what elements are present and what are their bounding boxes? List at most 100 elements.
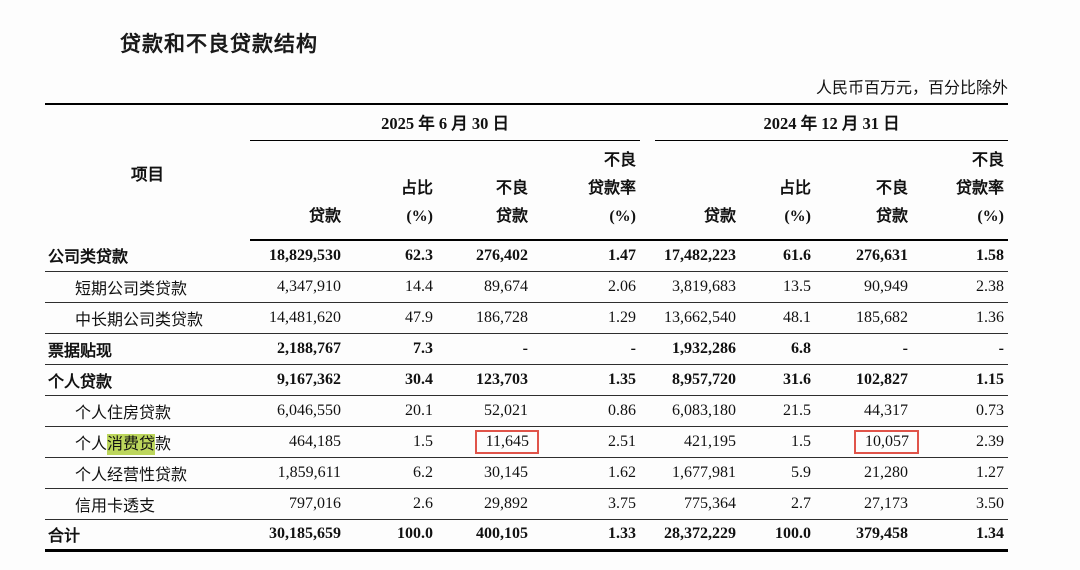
- value-cell: 13.5: [740, 271, 815, 303]
- table-row: 公司类贷款 18,829,530 62.3 276,402 1.47 17,482,223…: [45, 240, 1008, 272]
- period-header-2024-label: 2024 年 12 月 31 日: [655, 105, 1008, 141]
- row-label: 个人住房贷款: [45, 395, 250, 427]
- col-header-npl-2025: 不良 贷款: [437, 141, 532, 241]
- value-cell: 2.38: [912, 271, 1008, 303]
- value-cell: 5.9: [740, 457, 815, 489]
- row-label: 中长期公司类贷款: [45, 302, 250, 334]
- row-label: 合计: [45, 519, 250, 552]
- value-cell: 1.33: [532, 519, 640, 552]
- value-cell: 1.15: [912, 364, 1008, 396]
- value-cell: 797,016: [250, 488, 345, 520]
- value-cell: 17,482,223: [640, 240, 740, 272]
- col-header-share-2025: 占比 (%): [345, 141, 437, 241]
- value-cell: 1.62: [532, 457, 640, 489]
- value-cell: 1.27: [912, 457, 1008, 489]
- period-header-row: 项目 2025 年 6 月 30 日 2024 年 12 月 31 日: [45, 104, 1008, 184]
- value-cell: 1.34: [912, 519, 1008, 552]
- value-cell: 6,083,180: [640, 395, 740, 427]
- annotation-box: 10,057: [854, 429, 919, 454]
- row-label: 短期公司类贷款: [45, 271, 250, 303]
- value-cell: 100.0: [740, 519, 815, 552]
- value-cell: 29,892: [437, 488, 532, 520]
- value-cell: 3.75: [532, 488, 640, 520]
- value-cell: -: [437, 333, 532, 365]
- value-cell: 1.29: [532, 302, 640, 334]
- value-cell: 1.35: [532, 364, 640, 396]
- table-row: 票据贴现 2,188,767 7.3- -1,932,286 6.8- -: [45, 333, 1008, 365]
- value-cell: 2.51: [532, 426, 640, 458]
- value-cell: 1.58: [912, 240, 1008, 272]
- value-cell: 14,481,620: [250, 302, 345, 334]
- value-cell: 7.3: [345, 333, 437, 365]
- value-cell: 6.8: [740, 333, 815, 365]
- value-cell: 186,728: [437, 302, 532, 334]
- value-cell: 123,703: [437, 364, 532, 396]
- value-cell: 1,932,286: [640, 333, 740, 365]
- value-cell: 276,631: [815, 240, 912, 272]
- value-cell: 421,195: [640, 426, 740, 458]
- value-cell: 48.1: [740, 302, 815, 334]
- value-cell: 379,458: [815, 519, 912, 552]
- item-column-header: 项目: [131, 164, 164, 184]
- table-body: 公司类贷款 18,829,530 62.3 276,402 1.47 17,482,223…: [45, 240, 1008, 552]
- value-cell: -: [912, 333, 1008, 365]
- value-cell: 0.86: [532, 395, 640, 427]
- row-label: 信用卡透支: [45, 488, 250, 520]
- value-cell: 1.5: [740, 426, 815, 458]
- value-cell: 13,662,540: [640, 302, 740, 334]
- loan-structure-table: 项目 2025 年 6 月 30 日 2024 年 12 月 31 日 贷款 占…: [45, 103, 1008, 552]
- value-cell: 6,046,550: [250, 395, 345, 427]
- table-row: 信用卡透支 797,016 2.6 29,892 3.75 775,364 2.7 27,17…: [45, 488, 1008, 520]
- highlighted-text: 消费贷: [107, 433, 156, 455]
- table-row: 个人住房贷款 6,046,550 20.1 52,021 0.86 6,083,180 21…: [45, 395, 1008, 427]
- row-label: 票据贴现: [45, 333, 250, 365]
- value-cell: 185,682: [815, 302, 912, 334]
- table-header: 项目 2025 年 6 月 30 日 2024 年 12 月 31 日 贷款 占…: [45, 104, 1008, 241]
- col-header-loans-2025: 贷款: [250, 141, 345, 241]
- value-cell: 0.73: [912, 395, 1008, 427]
- value-cell: 9,167,362: [250, 364, 345, 396]
- value-cell: 775,364: [640, 488, 740, 520]
- value-cell: 2,188,767: [250, 333, 345, 365]
- value-cell: 20.1: [345, 395, 437, 427]
- value-cell: 8,957,720: [640, 364, 740, 396]
- column-header-row: 贷款 占比 (%) 不良 贷款 不良 贷款率 (%) 贷款 占比 (%) 不良 …: [45, 141, 1008, 241]
- value-cell: 4,347,910: [250, 271, 345, 303]
- table-row: 合计 30,185,659 100.0 400,105 1.33 28,372,229 10…: [45, 519, 1008, 552]
- value-cell: 2.06: [532, 271, 640, 303]
- col-header-loans-2024: 贷款: [640, 141, 740, 241]
- page-title: 贷款和不良贷款结构: [120, 33, 318, 56]
- value-cell: 1.36: [912, 302, 1008, 334]
- period-header-2024: 2024 年 12 月 31 日: [640, 104, 1008, 141]
- value-cell: 44,317: [815, 395, 912, 427]
- value-cell: 1,859,611: [250, 457, 345, 489]
- table-row: 短期公司类贷款 4,347,910 14.4 89,674 2.06 3,819,683 1…: [45, 271, 1008, 303]
- value-cell: 52,021: [437, 395, 532, 427]
- period-header-2025-label: 2025 年 6 月 30 日: [250, 105, 640, 141]
- value-cell: -: [815, 333, 912, 365]
- value-cell: 62.3: [345, 240, 437, 272]
- value-cell: 1.5: [345, 426, 437, 458]
- row-label: 公司类贷款: [45, 240, 250, 272]
- value-cell: 21.5: [740, 395, 815, 427]
- row-label: 个人贷款: [45, 364, 250, 396]
- value-cell: 61.6: [740, 240, 815, 272]
- value-cell: 2.39: [912, 426, 1008, 458]
- annotation-box: 11,645: [474, 429, 539, 454]
- unit-note: 人民币百万元，百分比除外: [815, 80, 1008, 97]
- value-cell: 2.6: [345, 488, 437, 520]
- table-row: 个人经营性贷款 1,859,611 6.2 30,145 1.62 1,677,981 5.…: [45, 457, 1008, 489]
- value-cell: 400,105: [437, 519, 532, 552]
- value-cell: 30,185,659: [250, 519, 345, 552]
- row-label: 个人消费贷款: [45, 426, 250, 458]
- col-header-share-2024: 占比 (%): [740, 141, 815, 241]
- value-cell: 276,402: [437, 240, 532, 272]
- value-cell: 31.6: [740, 364, 815, 396]
- period-header-2025: 2025 年 6 月 30 日: [250, 104, 640, 141]
- value-cell: 1.47: [532, 240, 640, 272]
- value-cell: 102,827: [815, 364, 912, 396]
- report-page: 贷款和不良贷款结构 人民币百万元，百分比除外 项目 2025 年 6 月 30 …: [45, 33, 1008, 552]
- row-label: 个人经营性贷款: [45, 457, 250, 489]
- value-cell: 30,145: [437, 457, 532, 489]
- table-row: 中长期公司类贷款 14,481,620 47.9 186,728 1.29 13,662,…: [45, 302, 1008, 334]
